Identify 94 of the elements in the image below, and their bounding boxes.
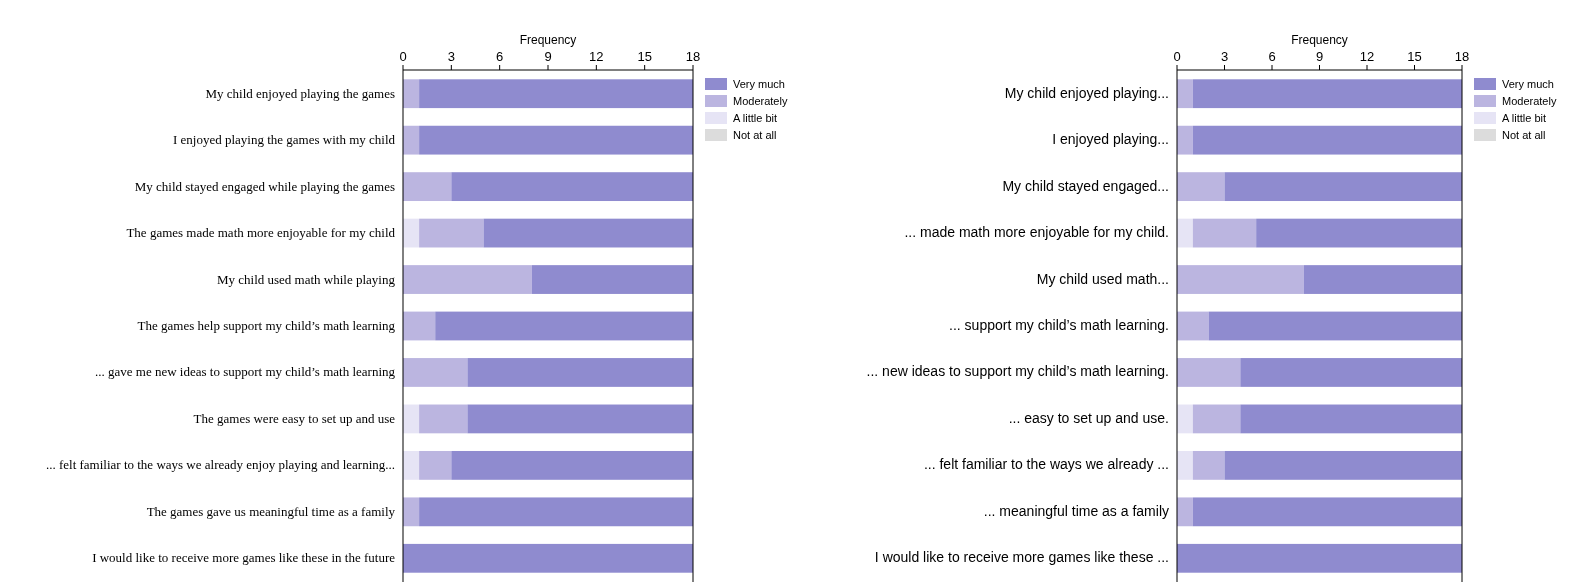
x-tick-label: 12 xyxy=(589,49,604,64)
legend-label: Very much xyxy=(733,78,785,90)
bar xyxy=(1192,497,1462,527)
x-tick-label: 6 xyxy=(496,49,504,64)
bar xyxy=(1192,79,1462,109)
legend-label: Not at all xyxy=(733,129,777,141)
y-tick-label: ... made math more enjoyable for my child. xyxy=(904,224,1169,241)
y-tick-label: My child used math while playing xyxy=(216,271,396,287)
bar xyxy=(419,497,693,527)
bar xyxy=(419,450,452,480)
bar xyxy=(435,311,693,341)
bar xyxy=(403,404,420,434)
x-tick-label: 15 xyxy=(637,49,652,64)
bar xyxy=(1177,125,1193,155)
bar xyxy=(1177,172,1225,202)
bar xyxy=(1177,450,1193,480)
bar xyxy=(1177,311,1209,341)
y-tick-label: My child stayed engaged while playing the games xyxy=(134,178,395,194)
legend-label: A little bit xyxy=(1502,112,1547,124)
legend-label: Moderately xyxy=(1502,95,1557,107)
bar xyxy=(467,358,693,387)
y-tick-label: The games help support my child’s math learning xyxy=(137,318,396,333)
y-tick-label: My child stayed engaged... xyxy=(1002,177,1169,194)
y-tick-label: I would like to receive more games like these ... xyxy=(874,549,1169,566)
x-tick-label: 18 xyxy=(1454,49,1470,64)
bar xyxy=(1177,404,1193,434)
bar xyxy=(1240,404,1462,434)
y-tick-label: The games gave us meaningful time as a family xyxy=(146,503,396,519)
y-tick-label: I enjoyed playing... xyxy=(1052,131,1169,148)
bar xyxy=(419,404,468,434)
y-tick-label: My child enjoyed playing the games xyxy=(205,85,395,101)
x-tick-label: 18 xyxy=(685,49,701,64)
legend-label: Not at all xyxy=(1502,129,1546,141)
bar xyxy=(403,79,420,109)
y-tick-label: My child enjoyed playing... xyxy=(1004,84,1169,101)
y-tick-label: My child used math... xyxy=(1036,270,1169,287)
legend-label: Very much xyxy=(1502,78,1554,90)
x-tick-label: 15 xyxy=(1407,49,1422,64)
y-tick-label: ... felt familiar to the ways we already enjoy playing and learning... xyxy=(45,457,395,473)
y-tick-label: ... felt familiar to the ways we already ... xyxy=(923,456,1169,473)
bar xyxy=(403,450,420,480)
y-tick-label: ... meaningful time as a family xyxy=(983,502,1169,519)
bar xyxy=(419,79,693,109)
bar xyxy=(403,543,693,573)
bar xyxy=(1177,358,1241,387)
bar xyxy=(403,265,532,294)
x-axis-title: Frequency xyxy=(519,33,577,47)
x-tick-label: 0 xyxy=(1173,49,1181,64)
bar xyxy=(1224,172,1462,202)
legend-label: A little bit xyxy=(733,112,778,124)
y-tick-label: ... gave me new ideas to support my child’s math learning xyxy=(94,364,396,380)
x-tick-label: 9 xyxy=(1315,49,1324,64)
bar xyxy=(403,125,420,155)
x-tick-label: 12 xyxy=(1359,49,1375,64)
x-axis-title: Frequency xyxy=(1291,33,1348,47)
bar xyxy=(419,125,693,155)
bar xyxy=(1256,218,1462,248)
bar xyxy=(1177,79,1193,109)
bar xyxy=(1177,497,1193,527)
bar xyxy=(403,172,452,202)
x-tick-label: 3 xyxy=(447,49,455,64)
x-tick-label: 9 xyxy=(544,49,552,64)
bar xyxy=(1240,358,1462,387)
bar xyxy=(1177,543,1462,573)
bar xyxy=(403,358,468,387)
x-tick-label: 0 xyxy=(399,49,407,64)
bar xyxy=(531,265,693,294)
y-tick-label: ... new ideas to support my child’s math learning. xyxy=(866,363,1169,380)
y-tick-label: I would like to receive more games like these in the future xyxy=(92,550,396,566)
x-tick-label: 3 xyxy=(1220,49,1229,64)
bar xyxy=(403,218,420,248)
bar xyxy=(467,404,693,434)
legend-label: Moderately xyxy=(733,95,788,107)
bar xyxy=(1192,450,1225,480)
bar xyxy=(403,497,420,527)
bar xyxy=(1303,265,1462,294)
bar xyxy=(403,311,436,341)
y-tick-label: The games were easy to set up and use xyxy=(193,410,396,426)
bar xyxy=(1192,125,1462,155)
y-tick-label: ... easy to set up and use. xyxy=(1008,409,1169,426)
bar xyxy=(483,218,693,248)
y-tick-label: The games made math more enjoyable for my child xyxy=(126,225,396,241)
bar xyxy=(1192,218,1257,248)
bar xyxy=(451,450,693,480)
bar xyxy=(1177,218,1193,248)
bar xyxy=(1177,265,1304,294)
bar xyxy=(1192,404,1241,434)
x-tick-label: 6 xyxy=(1268,49,1276,64)
bar xyxy=(1224,450,1462,480)
bar xyxy=(419,218,484,248)
y-tick-label: ... support my child’s math learning. xyxy=(949,317,1169,333)
y-tick-label: I enjoyed playing the games with my child xyxy=(172,132,396,148)
bar xyxy=(1208,311,1462,341)
bar xyxy=(451,172,693,202)
